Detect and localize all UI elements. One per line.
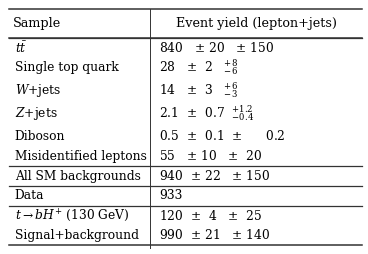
Text: Diboson: Diboson <box>15 130 65 143</box>
Text: All SM backgrounds: All SM backgrounds <box>15 169 141 183</box>
Text: 940  $\pm$ 22   $\pm$ 150: 940 $\pm$ 22 $\pm$ 150 <box>159 169 270 183</box>
Text: 990  $\pm$ 21   $\pm$ 140: 990 $\pm$ 21 $\pm$ 140 <box>159 228 270 243</box>
Text: Sample: Sample <box>13 17 61 30</box>
Text: Signal+background: Signal+background <box>15 229 139 242</box>
Text: Misidentified leptons: Misidentified leptons <box>15 150 146 163</box>
Text: 120  $\pm$  4   $\pm$  25: 120 $\pm$ 4 $\pm$ 25 <box>159 209 263 223</box>
Text: 55   $\pm$ 10   $\pm$  20: 55 $\pm$ 10 $\pm$ 20 <box>159 149 263 163</box>
Text: 933: 933 <box>159 189 183 202</box>
Text: $W$+jets: $W$+jets <box>15 82 61 99</box>
Text: Single top quark: Single top quark <box>15 61 118 74</box>
Text: $Z$+jets: $Z$+jets <box>15 105 57 122</box>
Text: 2.1  $\pm$  0.7  $^{+1.2}_{-0.4}$: 2.1 $\pm$ 0.7 $^{+1.2}_{-0.4}$ <box>159 103 255 123</box>
Text: Data: Data <box>15 189 44 202</box>
Text: 14   $\pm$  3   $^{+6}_{-3}$: 14 $\pm$ 3 $^{+6}_{-3}$ <box>159 81 238 100</box>
Text: 28   $\pm$  2   $^{+8}_{-6}$: 28 $\pm$ 2 $^{+8}_{-6}$ <box>159 58 238 77</box>
Text: 840   $\pm$ 20   $\pm$ 150: 840 $\pm$ 20 $\pm$ 150 <box>159 41 275 55</box>
Text: Event yield (lepton+jets): Event yield (lepton+jets) <box>176 17 337 30</box>
Text: 0.5  $\pm$  0.1  $\pm$      0.2: 0.5 $\pm$ 0.1 $\pm$ 0.2 <box>159 129 286 144</box>
Text: $t \rightarrow bH^{+}$ (130 GeV): $t \rightarrow bH^{+}$ (130 GeV) <box>15 208 129 224</box>
Text: $t\bar{t}$: $t\bar{t}$ <box>15 40 26 56</box>
